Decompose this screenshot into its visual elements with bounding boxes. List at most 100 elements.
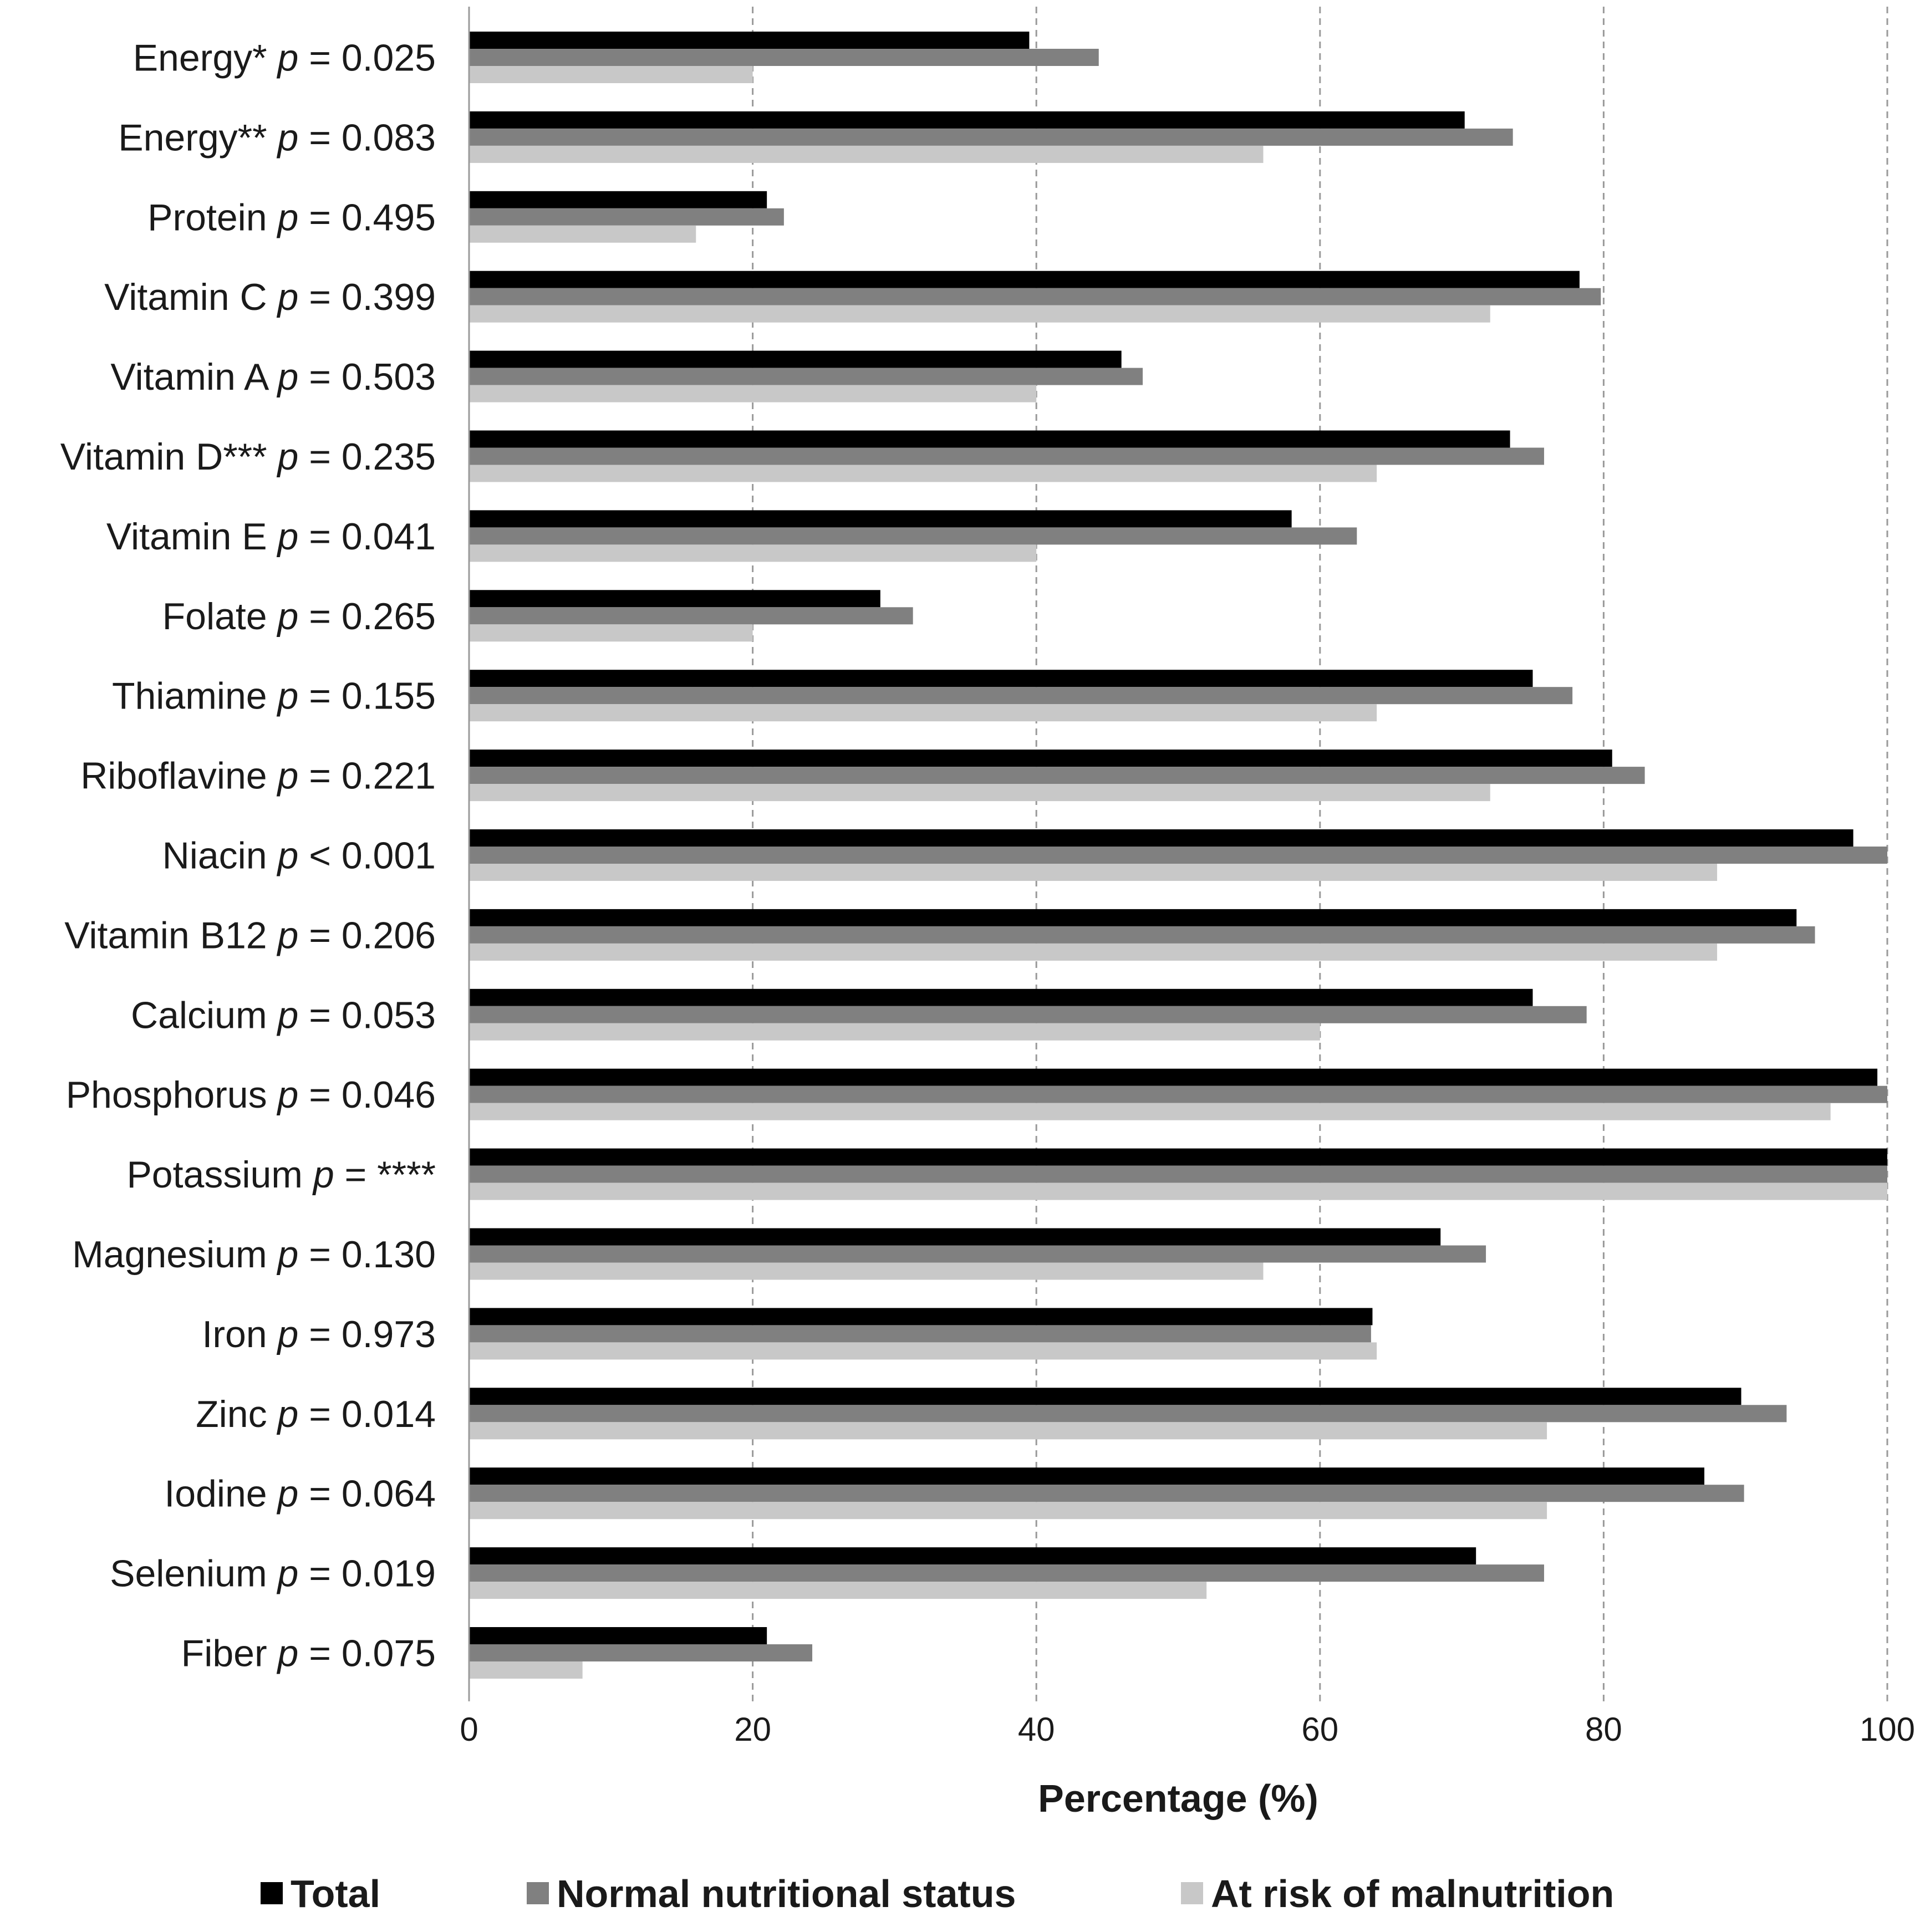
p-value: = 0.041 [298,516,436,558]
bar [469,590,880,608]
category-name: Protein [147,196,277,238]
bar [469,1342,1377,1360]
category-label: Vitamin E p = 0.041 [106,516,436,558]
bar [469,1023,1320,1041]
p-value: = 0.025 [298,37,436,79]
bar [469,66,753,83]
x-tick-label: 40 [1018,1711,1055,1748]
bar [469,926,1815,944]
p-value: = 0.155 [298,675,436,717]
bar [469,704,1377,722]
category-label: Iron p = 0.973 [202,1313,436,1355]
bar [469,1182,1887,1200]
p-symbol: p [277,116,299,159]
bar [469,1644,813,1661]
category-name: Fiber [181,1633,278,1675]
p-symbol: p [312,1154,334,1196]
p-value: = 0.235 [298,436,436,478]
p-symbol: p [277,1553,299,1595]
p-symbol: p [277,755,299,797]
x-tick-label: 60 [1301,1711,1338,1748]
bar [469,1148,1887,1166]
category-name: Zinc [196,1393,277,1435]
bar [469,305,1490,323]
bar [469,909,1797,926]
bar [469,829,1853,847]
bar [469,208,784,226]
legend-label: Total [291,1872,380,1915]
bar [469,1325,1371,1343]
bar [469,1308,1373,1326]
x-tick-label: 80 [1585,1711,1622,1748]
p-value: = 0.495 [298,196,436,238]
p-symbol: p [277,1633,299,1675]
bar [469,1547,1476,1565]
category-label: Energy** p = 0.083 [118,116,436,159]
x-tick-label: 0 [460,1711,478,1748]
p-symbol: p [277,1393,299,1435]
bar [469,191,767,208]
category-name: Niacin [162,835,278,877]
category-label: Vitamin D*** p = 0.235 [60,436,436,478]
p-value: = 0.399 [298,276,436,318]
category-label: Magnesium p = 0.130 [72,1233,436,1276]
legend-label: At risk of malnutrition [1211,1872,1614,1915]
category-name: Phosphorus [66,1074,278,1116]
category-label: Selenium p = 0.019 [110,1553,436,1595]
category-name: Iodine [164,1473,277,1515]
category-name: Vitamin A [110,356,277,398]
bar [469,670,1533,687]
bar [469,430,1510,448]
category-name: Thiamine [112,675,278,717]
category-name: Vitamin C [104,276,277,318]
p-value: = 0.019 [298,1553,436,1595]
category-name: Folate [162,595,278,638]
p-symbol: p [277,37,299,79]
bar [469,128,1513,146]
category-label: Riboflavine p = 0.221 [80,755,436,797]
p-value: < 0.001 [298,835,436,877]
legend-swatch [527,1882,549,1904]
category-labels: Energy* p = 0.025 Energy** p = 0.083 Prote… [60,37,436,1675]
bar [469,288,1601,305]
bar [469,784,1490,802]
p-value: = 0.064 [298,1473,436,1515]
bar [469,1485,1744,1502]
bar [469,1564,1544,1582]
category-name: Vitamin E [106,516,278,558]
p-symbol: p [277,835,299,877]
legend-swatch [1181,1882,1203,1904]
p-value: = 0.973 [298,1313,436,1355]
category-label: Iodine p = 0.064 [164,1473,436,1515]
x-tick-label: 20 [734,1711,771,1748]
category-name: Riboflavine [80,755,277,797]
bar [469,1165,1887,1183]
legend-label: Normal nutritional status [557,1872,1016,1915]
bar [469,465,1377,482]
bar [469,368,1143,385]
p-symbol: p [277,1473,299,1515]
bar [469,1661,583,1679]
p-symbol: p [277,276,299,318]
category-name: Selenium [110,1553,277,1595]
p-symbol: p [277,914,299,956]
bar [469,847,1887,864]
legend-swatch [261,1882,283,1904]
category-label: Folate p = 0.265 [162,595,436,638]
p-symbol: p [277,1233,299,1276]
p-value: = 0.265 [298,595,436,638]
x-tick-labels: 0 20 40 60 80 100 [460,1711,1915,1748]
bar [469,1422,1547,1440]
bar [469,1085,1887,1103]
p-symbol: p [277,994,299,1036]
bar [469,1405,1787,1423]
bar [469,750,1612,767]
bar [469,49,1099,66]
bar [469,988,1533,1006]
bar [469,350,1122,368]
bar [469,1388,1741,1405]
p-symbol: p [277,436,299,478]
category-label: Phosphorus p = 0.046 [66,1074,436,1116]
bar [469,385,1037,402]
